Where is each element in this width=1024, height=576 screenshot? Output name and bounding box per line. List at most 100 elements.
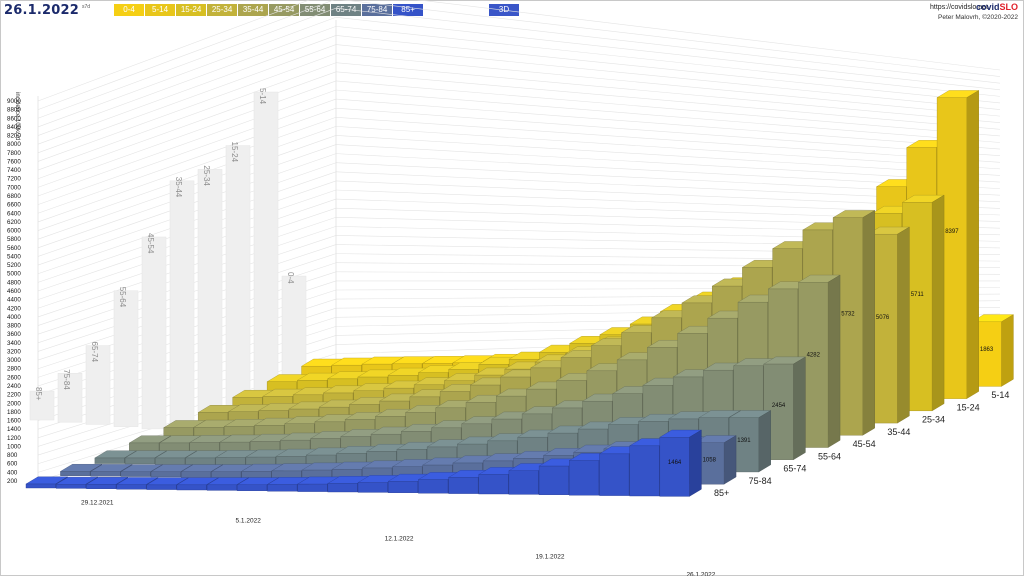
y-tick-label: 2600 [7,374,21,381]
y-tick-label: 4600 [7,288,21,295]
bar-side [793,356,806,461]
date-title: 26.1.2022 [4,2,79,18]
bars: 1863 0-4 8397 5-14 5711 15-24 5076 25-34 5732 35-… [25,90,1015,498]
age-button-15-24[interactable]: 15-24 [176,4,207,16]
row-label: 5-14 [991,390,1009,400]
bar-side [758,410,771,473]
row-label: 65-74 [783,464,806,474]
bar [327,483,358,493]
ghost-bar-label: 0-4 [286,272,295,284]
row-label: 25-34 [922,415,945,425]
y-tick-label: 7600 [7,158,21,165]
bar [629,445,660,497]
grid-line [37,35,337,145]
bar [60,471,91,476]
ghost-bar [57,373,83,423]
brand-covid: covid [975,2,1000,12]
y-tick-label: 400 [7,469,18,476]
bar [237,484,268,491]
bar-side [1001,314,1014,387]
metric-sublabel: s7d [82,4,91,10]
bar [124,457,155,465]
y-tick-label: 4000 [7,314,21,321]
y-tick-label: 1200 [7,435,21,442]
author-credit: Peter Malovrh, ©2020-2022 [938,14,1018,21]
y-tick-label: 9000 [7,98,21,105]
y-tick-label: 5600 [7,245,21,252]
ghost-bar [113,290,139,427]
grid-line [341,0,1001,77]
ghost-bar-label: 85+ [34,387,43,401]
ghost-bar-label: 65-74 [90,342,99,363]
grid-line [37,16,337,128]
y-tick-label: 7200 [7,176,21,183]
y-tick-label: 4200 [7,305,21,312]
row-label: 75-84 [749,476,772,486]
bar [241,471,272,479]
brand-slo: SLO [999,2,1018,12]
ghost-bar [85,345,111,425]
date-tick-label: 5.1.2022 [236,518,262,525]
grid-line [335,135,1001,176]
y-tick-label: 2000 [7,400,21,407]
date-tick-label: 12.1.2022 [385,536,414,543]
bar [357,482,388,493]
age-button-25-34[interactable]: 25-34 [207,4,238,16]
grid-line [335,35,1001,104]
grid-line [37,80,337,188]
bar [538,465,569,496]
bar [181,471,212,478]
bar [25,483,56,489]
y-tick-label: 5800 [7,236,21,243]
row-label: 55-64 [818,451,841,461]
age-button-0-4[interactable]: 0-4 [114,4,145,16]
age-button-5-14[interactable]: 5-14 [145,4,176,16]
y-tick-label: 200 [7,478,18,485]
y-tick-label: 4400 [7,297,21,304]
bar [267,484,298,492]
brand-logo: covidSLO [976,2,1018,12]
age-button-75-84[interactable]: 75-84 [362,4,393,16]
age-button-85plus[interactable]: 85+ [393,4,424,16]
age-button-35-44[interactable]: 35-44 [238,4,269,16]
bar [159,442,190,452]
bar-end-label: 1863 [980,347,994,353]
row-label: 45-54 [853,439,876,449]
bar [418,479,449,494]
bar [86,484,117,489]
bar-side [723,435,737,485]
grid-line [37,89,337,197]
grid-line [335,144,1001,183]
grid-line [335,7,1001,84]
bar [659,437,690,497]
site-url[interactable]: https://covidslo.net [930,4,988,11]
y-tick-label: 7800 [7,150,21,157]
grid-line [37,26,337,136]
grid-line [37,107,337,214]
grid-line [335,89,1001,143]
bar-end-label: 1391 [737,438,751,444]
y-tick-label: 3400 [7,340,21,347]
grid-line [335,126,1001,170]
bar [569,460,600,496]
y-tick-label: 3600 [7,331,21,338]
bar-side [862,210,875,436]
ghost-bar-label: 15-24 [230,142,239,163]
ghost-bar-label: 35-44 [174,177,183,198]
bar [387,481,418,493]
bar-side [931,194,945,412]
y-tick-label: 2400 [7,383,21,390]
y-tick-label: 8400 [7,124,21,131]
date-tick-label: 19.1.2022 [536,554,565,561]
y-tick-label: 1000 [7,443,21,450]
y-tick-label: 800 [7,452,18,459]
y-tick-label: 5200 [7,262,21,269]
bar [448,477,479,494]
y-tick-label: 600 [7,461,18,468]
grid-line [37,98,337,205]
grid-line [37,53,337,162]
y-tick-label: 1400 [7,426,21,433]
grid-line [37,71,337,180]
y-tick-label: 2800 [7,366,21,373]
